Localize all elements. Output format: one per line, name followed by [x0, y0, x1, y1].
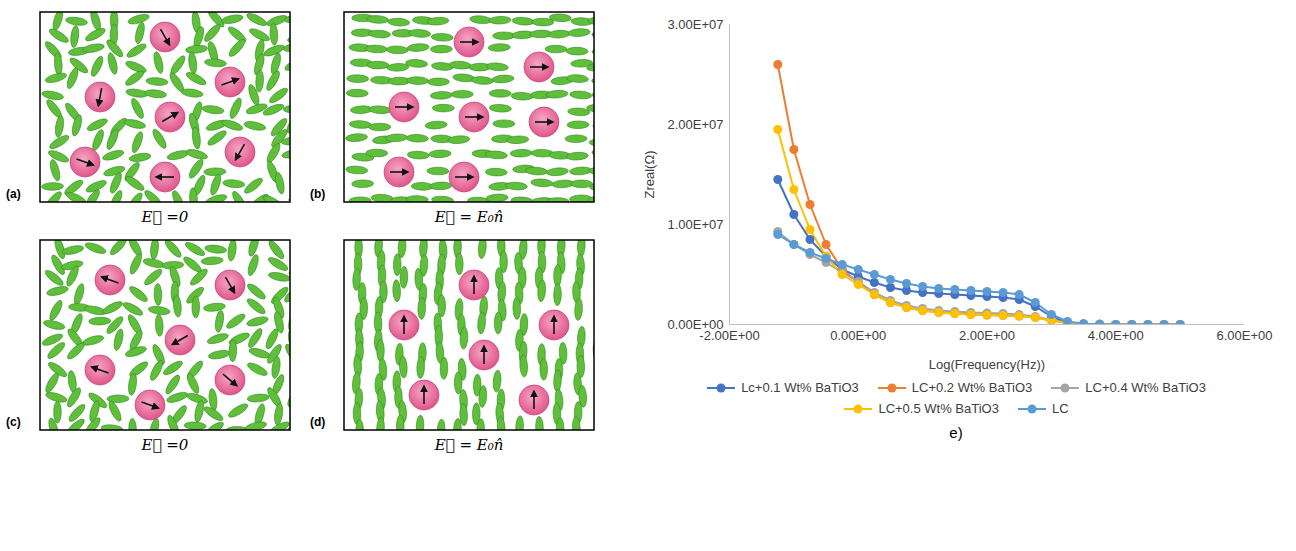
html-text:LC+0.4 Wt% BaTiO3: LC+0.4 Wt% BaTiO3 [1085, 380, 1206, 395]
svg-text:(a): (a) [6, 187, 21, 201]
svg-text:2.00E+00: 2.00E+00 [959, 328, 1015, 343]
svg-text:(d): (d) [310, 415, 325, 429]
html-text:LC+0.5 Wt% BaTiO3: LC+0.5 Wt% BaTiO3 [878, 401, 999, 416]
svg-text:0.00E+00: 0.00E+00 [667, 316, 724, 332]
svg-text:Zreal(Ω): Zreal(Ω) [642, 151, 657, 199]
svg-text:1.00E+07: 1.00E+07 [667, 217, 723, 232]
svg-text:-2.00E+00: -2.00E+00 [699, 328, 759, 343]
svg-text:0.00E+00: 0.00E+00 [830, 328, 886, 343]
html-text:LC+0.2 Wt% BaTiO3: LC+0.2 Wt% BaTiO3 [911, 380, 1033, 395]
html-text:LC: LC [1052, 401, 1069, 416]
svg-text:4.00E+00: 4.00E+00 [1088, 328, 1144, 343]
html-text:Lc+0.1 Wt% BaTiO3: Lc+0.1 Wt% BaTiO3 [741, 380, 859, 395]
html-text:e): e) [949, 424, 963, 441]
svg-text:E⃗ = E₀n̂: E⃗ = E₀n̂ [434, 436, 504, 454]
svg-text:E⃗ =0: E⃗ =0 [141, 436, 189, 454]
svg-text:(c): (c) [6, 415, 21, 429]
svg-text:(b): (b) [310, 187, 325, 201]
svg-text:Log(Frequency(Hz)): Log(Frequency(Hz)) [929, 357, 1045, 372]
svg-text:2.00E+07: 2.00E+07 [667, 117, 723, 132]
svg-text:6.00E+00: 6.00E+00 [1216, 328, 1272, 343]
svg-text:E⃗ = E₀n̂: E⃗ = E₀n̂ [434, 208, 504, 226]
svg-text:E⃗ =0: E⃗ =0 [141, 208, 189, 226]
svg-text:3.00E+07: 3.00E+07 [667, 17, 723, 32]
